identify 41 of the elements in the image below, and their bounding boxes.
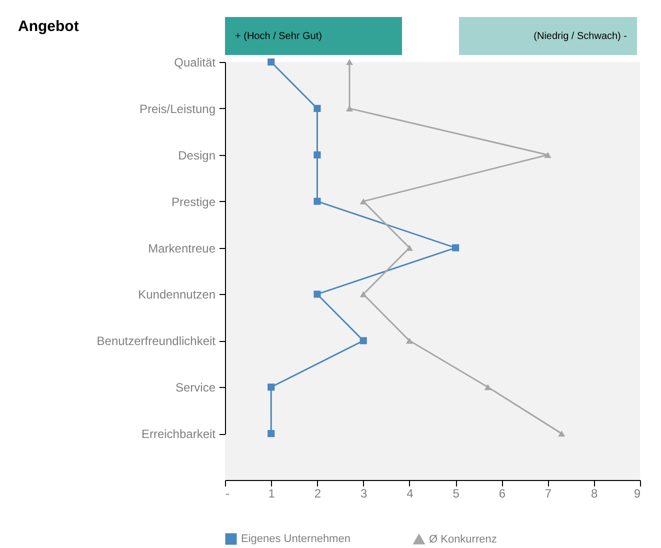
y-tick-label: Benutzerfreundlichkeit (96, 334, 216, 348)
y-tick-label: Preis/Leistung (139, 102, 216, 116)
x-tick-label: 2 (314, 486, 322, 500)
y-tick-label: Design (178, 148, 216, 162)
label-box: (Niedrig / Schwach) - (459, 17, 637, 55)
text: Angebot (18, 18, 79, 35)
point (452, 244, 460, 252)
point (360, 198, 367, 204)
point (268, 58, 275, 66)
y-tick-label: Kundennutzen (138, 288, 216, 302)
point (360, 291, 367, 298)
point (558, 430, 566, 437)
point (360, 337, 367, 344)
x-tick-label: - (226, 486, 230, 500)
y-tick-label: Qualität (174, 56, 216, 70)
y-tick-label: Markentreue (148, 241, 216, 256)
y-tick-label: Service (175, 380, 216, 395)
point (544, 152, 552, 158)
x-tick-label: 5 (452, 486, 460, 500)
point (406, 338, 413, 344)
legend-label: Eigenes Unternehmen (241, 533, 350, 545)
point (268, 430, 275, 438)
point (406, 244, 413, 251)
x-tick-label: 8 (591, 486, 598, 500)
point (314, 198, 321, 205)
x-tick-label: 3 (360, 486, 368, 500)
x-tick-label: 1 (268, 486, 276, 500)
point (346, 58, 354, 66)
point (484, 384, 492, 390)
x-tick-label: 6 (498, 486, 506, 500)
y-tick-label: Prestige (171, 194, 216, 209)
point (268, 384, 275, 391)
point (314, 104, 321, 112)
x-tick-label: 4 (406, 486, 414, 500)
point (314, 151, 321, 158)
label-box: + (Hoch / Sehr Gut) (225, 17, 402, 55)
y-tick-label: Erreichbarkeit (141, 427, 216, 442)
point (314, 290, 321, 298)
legend-label: Ø Konkurrenz (429, 533, 497, 546)
x-tick-label: 7 (544, 486, 552, 500)
x-tick-label: 9 (634, 486, 641, 500)
